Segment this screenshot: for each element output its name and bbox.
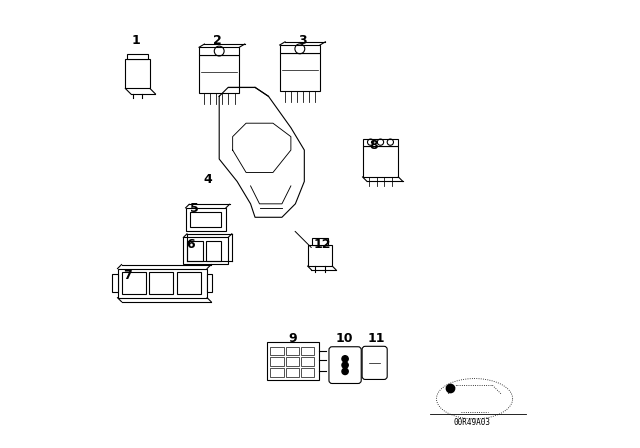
Bar: [118, 269, 207, 298]
Text: 12: 12: [314, 237, 331, 251]
Circle shape: [342, 368, 348, 375]
Bar: [199, 55, 239, 93]
Text: 8: 8: [369, 139, 378, 152]
Bar: [112, 274, 118, 293]
Bar: [184, 237, 228, 264]
Bar: [271, 357, 284, 366]
Bar: [186, 208, 226, 231]
Bar: [280, 53, 320, 91]
Bar: [301, 357, 314, 366]
Bar: [271, 347, 284, 355]
Text: 3: 3: [298, 34, 307, 47]
Bar: [122, 272, 146, 294]
Bar: [285, 368, 299, 376]
FancyBboxPatch shape: [362, 346, 387, 379]
Bar: [362, 146, 398, 177]
Bar: [362, 139, 398, 146]
Bar: [312, 238, 328, 245]
Bar: [187, 241, 203, 261]
Text: 6: 6: [186, 237, 195, 251]
Bar: [285, 357, 299, 366]
FancyBboxPatch shape: [329, 347, 361, 383]
Bar: [271, 368, 284, 376]
Bar: [206, 241, 221, 261]
Bar: [190, 212, 221, 227]
Bar: [280, 45, 320, 53]
Text: 7: 7: [123, 269, 132, 282]
Bar: [285, 347, 299, 355]
Bar: [268, 342, 319, 380]
Text: 1: 1: [132, 34, 141, 47]
Text: 11: 11: [367, 332, 385, 345]
Bar: [177, 272, 201, 294]
Text: 2: 2: [212, 34, 221, 47]
Text: 10: 10: [336, 332, 353, 345]
Bar: [125, 60, 150, 89]
Circle shape: [342, 362, 348, 368]
Bar: [301, 347, 314, 355]
Text: 4: 4: [204, 172, 212, 186]
Bar: [207, 274, 212, 293]
Bar: [301, 368, 314, 376]
Bar: [308, 245, 332, 266]
Bar: [127, 54, 148, 60]
Text: 5: 5: [190, 202, 199, 215]
Circle shape: [342, 356, 348, 362]
Text: 9: 9: [289, 332, 298, 345]
Text: 00R49A03: 00R49A03: [454, 418, 491, 426]
Bar: [150, 272, 173, 294]
Bar: [199, 47, 239, 55]
